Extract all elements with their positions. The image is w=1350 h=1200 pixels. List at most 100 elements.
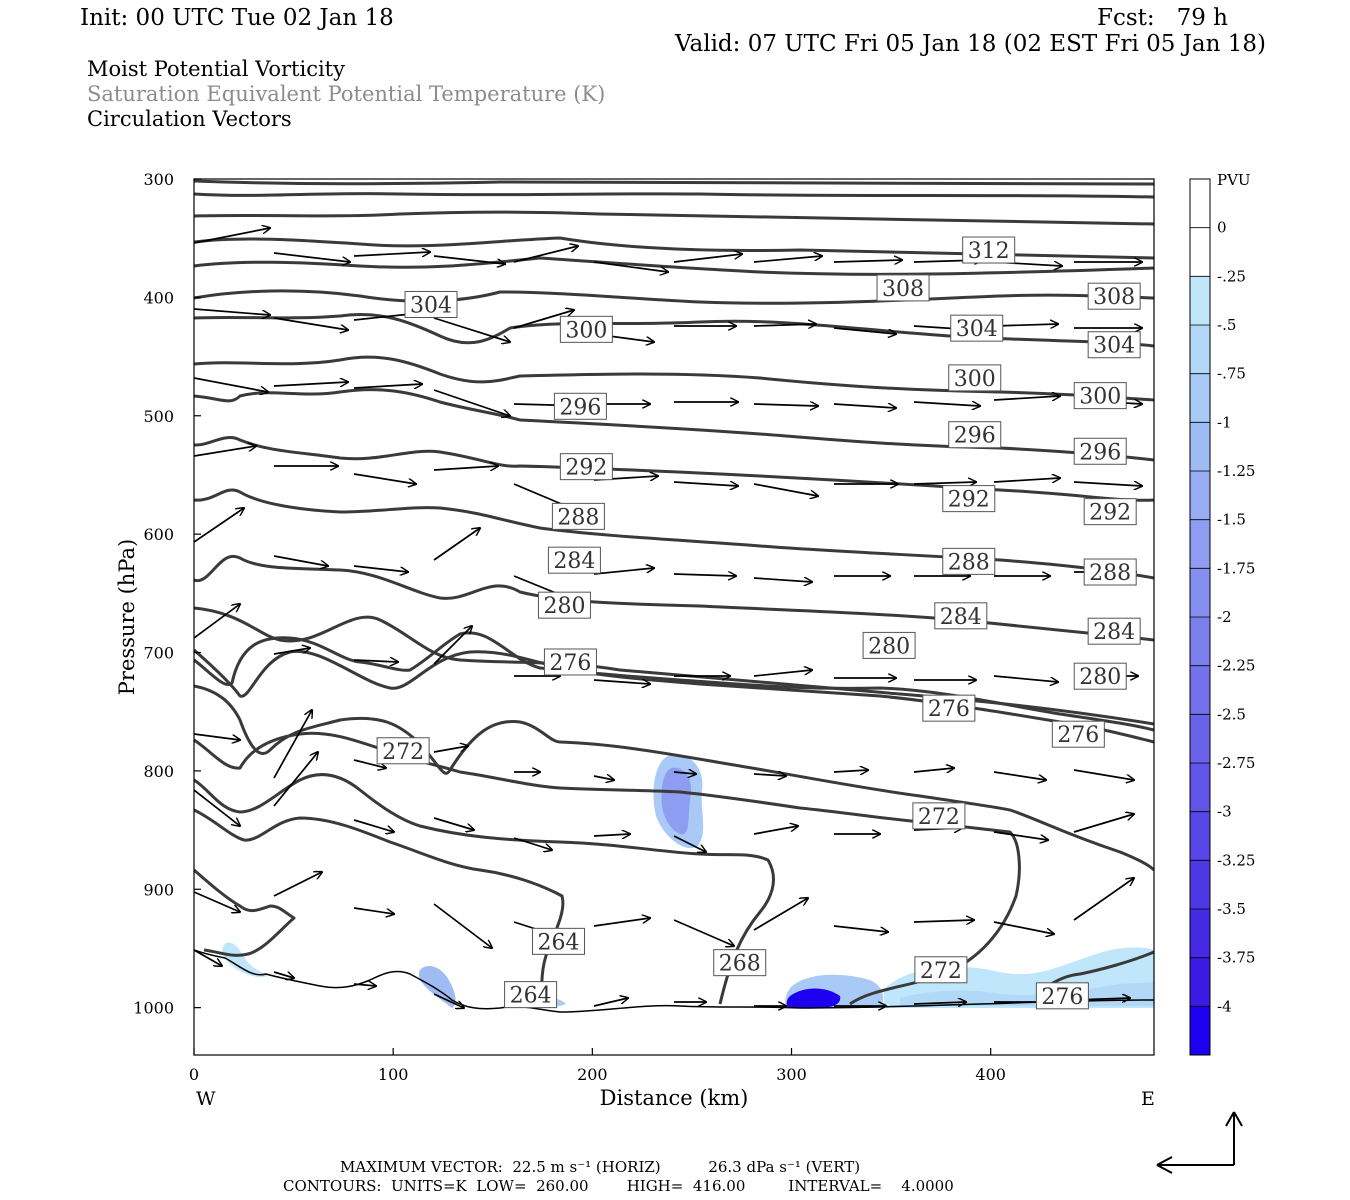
contour-line: [194, 179, 1154, 186]
field-title-theta-es: Saturation Equivalent Potential Temperat…: [87, 82, 605, 106]
y-tick-label: 1000: [133, 999, 174, 1018]
contour-line: [194, 312, 1154, 348]
contour-label-text: 308: [882, 277, 924, 302]
colorbar-segment: [1190, 276, 1210, 326]
contour-label-text: 284: [553, 549, 595, 574]
contour-label-text: 300: [565, 318, 607, 343]
colorbar-label: -1.5: [1217, 511, 1246, 529]
colorbar-label: -3.75: [1217, 949, 1255, 967]
contour-label-text: 304: [956, 317, 998, 342]
vector-arrow: [194, 508, 244, 543]
vector-arrow: [194, 446, 256, 457]
contour-info-text: CONTOURS: UNITS=K LOW= 260.00 HIGH= 416.…: [283, 1177, 954, 1195]
contour-label: 300: [948, 364, 1002, 392]
vector-arrow: [673, 254, 742, 263]
vector-arrow: [433, 626, 472, 665]
contour-label-text: 288: [557, 505, 599, 530]
contour-label: 272: [376, 737, 430, 765]
vector-arrow: [194, 377, 268, 392]
vector-arrow: [833, 925, 888, 932]
colorbar-label: -2.25: [1217, 657, 1255, 675]
x-tick-label: 400: [975, 1065, 1006, 1084]
vector-arrow: [433, 255, 505, 264]
contour-label: 280: [862, 631, 916, 659]
vector-arrow: [833, 260, 902, 262]
contour-label-text: 284: [940, 605, 982, 630]
vector-arrow: [993, 831, 1048, 840]
contour-label-text: 308: [1093, 285, 1135, 310]
x-tick-label: 100: [378, 1065, 409, 1084]
vector-arrow: [993, 771, 1046, 780]
vector-arrow: [433, 746, 468, 753]
contour-label: 300: [1073, 382, 1127, 410]
vector-arrow: [753, 774, 786, 776]
colorbar-label: -1.25: [1217, 462, 1255, 480]
vector-arrow: [194, 733, 240, 740]
contour-line: [194, 210, 1154, 226]
colorbar-segment: [1190, 1006, 1210, 1056]
max-vector-text: MAXIMUM VECTOR: 22.5 m s⁻¹ (HORIZ) 26.3 …: [340, 1158, 860, 1176]
plot-frame: [193, 178, 1155, 1056]
vector-arrow: [753, 483, 818, 496]
vector-arrow: [513, 310, 574, 329]
colorbar-segment: [1190, 227, 1210, 277]
contour-label-text: 304: [410, 293, 452, 318]
vector-arrow: [273, 252, 350, 262]
vector-arrow: [273, 555, 328, 566]
contour-label-text: 296: [559, 395, 601, 420]
contour-label-text: 280: [543, 594, 585, 619]
colorbar-label: -.75: [1217, 365, 1246, 383]
vector-arrow: [913, 1002, 966, 1004]
contour-label: 292: [942, 485, 996, 513]
y-tick-label: 900: [143, 880, 174, 899]
contour-label: 304: [950, 314, 1004, 342]
vector-arrow: [753, 670, 812, 677]
y-tick-label: 400: [143, 288, 174, 307]
vector-arrow: [753, 324, 816, 326]
vector-arrow: [593, 568, 654, 575]
mpv-region-left: [222, 942, 268, 978]
mpv-region-300-core: [786, 988, 841, 1008]
contour-label: 300: [559, 315, 613, 343]
colorbar-segment: [1190, 519, 1210, 569]
field-title-mpv: Moist Potential Vorticity: [87, 57, 345, 81]
contour-label-text: 292: [948, 488, 990, 513]
vector-arrow: [753, 578, 812, 582]
vector-arrow: [433, 317, 510, 342]
colorbar-segment: [1190, 860, 1210, 910]
vector-arrow: [913, 768, 954, 772]
contour-line: [194, 868, 296, 957]
colorbar-label: -4: [1217, 997, 1232, 1015]
colorbar-segment: [1190, 763, 1210, 813]
vector-arrow: [273, 872, 322, 897]
contour-label: 268: [713, 949, 767, 977]
y-tick-label: 500: [143, 407, 174, 426]
vector-arrow: [513, 246, 578, 263]
colorbar-segment: [1190, 617, 1210, 667]
contour-label-text: 264: [537, 930, 579, 955]
contour-label-text: 312: [968, 239, 1010, 264]
contour-line: [194, 488, 1154, 580]
vector-arrow: [673, 835, 706, 852]
contour-label: 292: [559, 453, 613, 481]
vector-arrow: [593, 261, 668, 272]
field-title-vectors: Circulation Vectors: [87, 107, 292, 131]
vector-arrow: [353, 473, 416, 484]
contour-label-text: 276: [1041, 985, 1083, 1010]
vector-arrow: [433, 817, 474, 830]
theta-es-contours: [194, 179, 1154, 1006]
vector-arrow: [1073, 814, 1134, 833]
contour-label: 292: [1083, 498, 1137, 526]
contour-label: 264: [504, 981, 558, 1009]
x-axis-label: Distance (km): [600, 1086, 749, 1110]
y-tick-label: 700: [143, 644, 174, 663]
contour-label: 304: [1087, 331, 1141, 359]
colorbar-label: -1.75: [1217, 559, 1255, 577]
contour-line: [194, 236, 1154, 260]
contour-label: 284: [1087, 617, 1141, 645]
colorbar-label: -.25: [1217, 267, 1246, 285]
vector-arrow: [353, 984, 376, 986]
vector-arrow: [353, 252, 430, 256]
colorbar-segment: [1190, 422, 1210, 472]
